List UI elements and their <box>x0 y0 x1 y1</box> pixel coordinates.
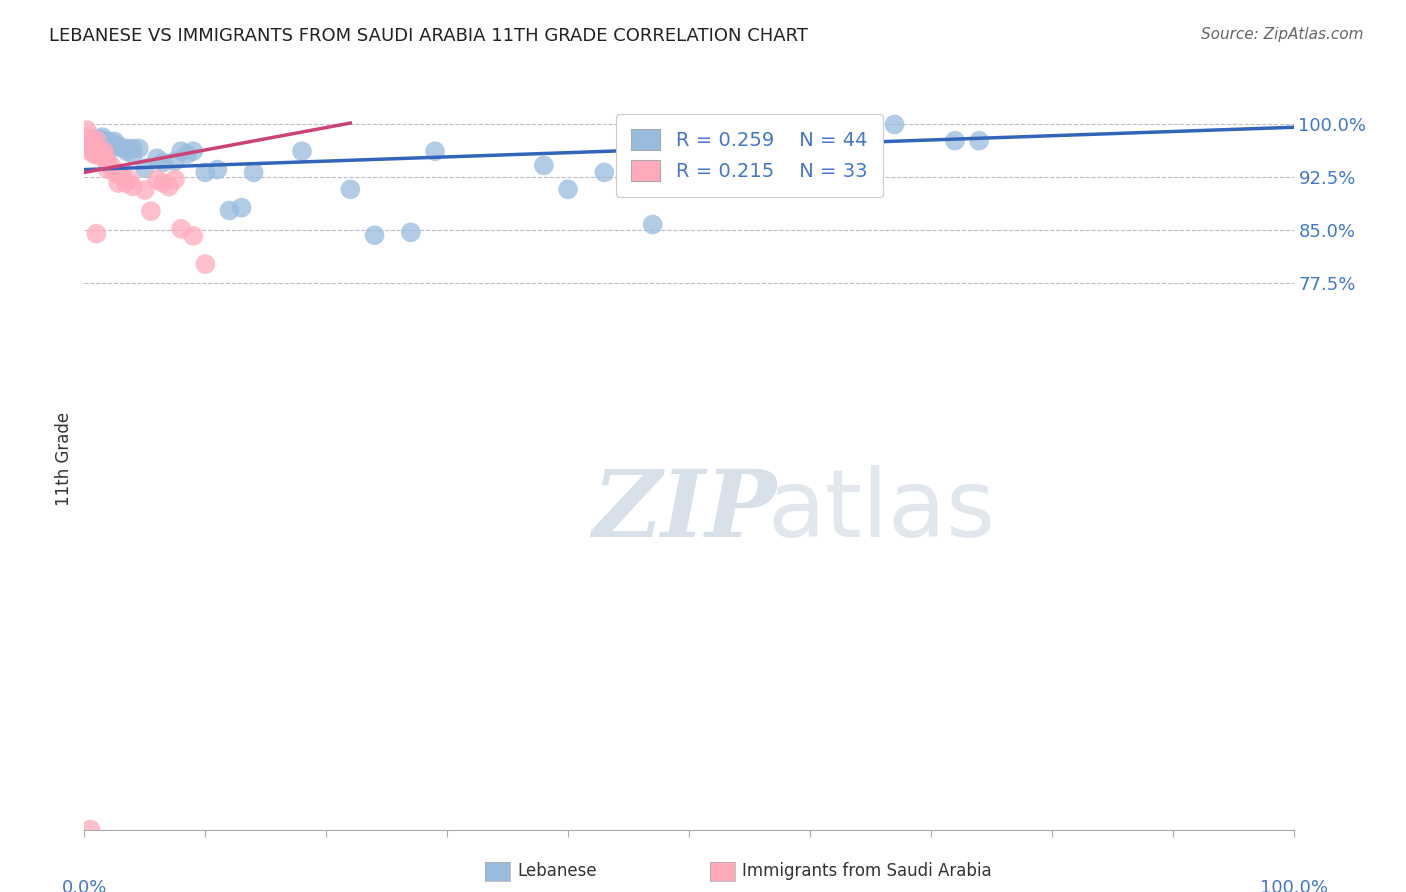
Point <box>738 134 761 148</box>
Point <box>231 201 253 215</box>
Legend: R = 0.259    N = 44, R = 0.215    N = 33: R = 0.259 N = 44, R = 0.215 N = 33 <box>616 113 883 197</box>
Point <box>83 147 105 161</box>
Point <box>83 137 105 152</box>
Text: ZIP: ZIP <box>592 467 776 557</box>
Point <box>883 118 905 132</box>
Point <box>104 165 127 179</box>
Text: Immigrants from Saudi Arabia: Immigrants from Saudi Arabia <box>742 863 993 880</box>
Point <box>423 145 446 159</box>
Point <box>557 182 579 196</box>
Text: Lebanese: Lebanese <box>517 863 598 880</box>
Point <box>218 203 240 218</box>
Point <box>146 151 169 165</box>
Point <box>93 147 115 161</box>
Point <box>115 141 138 155</box>
Point <box>641 218 664 232</box>
Point <box>79 134 101 148</box>
Point <box>107 176 129 190</box>
Point <box>89 145 111 160</box>
Point <box>859 151 882 165</box>
Point <box>104 140 127 154</box>
Text: 100.0%: 100.0% <box>1260 879 1327 892</box>
Point <box>97 137 120 152</box>
Point <box>91 130 114 145</box>
Point <box>152 176 174 190</box>
Text: atlas: atlas <box>768 466 995 558</box>
Point <box>165 154 187 169</box>
Point <box>89 149 111 163</box>
Text: Source: ZipAtlas.com: Source: ZipAtlas.com <box>1201 27 1364 42</box>
Point <box>79 138 101 153</box>
Text: 0.0%: 0.0% <box>62 879 107 892</box>
Point <box>121 141 143 155</box>
Point <box>96 154 118 169</box>
Y-axis label: 11th Grade: 11th Grade <box>55 412 73 507</box>
Point <box>86 147 108 161</box>
Point <box>121 147 143 161</box>
Point <box>967 134 990 148</box>
Point <box>115 145 138 159</box>
Point <box>111 169 134 183</box>
Point <box>399 225 422 239</box>
Point <box>91 133 114 147</box>
Point <box>128 141 150 155</box>
Point <box>170 222 193 236</box>
Point <box>104 137 127 152</box>
Point <box>139 204 162 219</box>
Point <box>104 134 127 148</box>
Point <box>176 147 198 161</box>
Point <box>91 135 114 149</box>
Point <box>170 145 193 159</box>
Point <box>96 161 118 176</box>
Point <box>207 162 229 177</box>
Point <box>76 123 98 137</box>
Point <box>146 172 169 186</box>
Point <box>79 145 101 159</box>
Point <box>181 145 204 159</box>
Point <box>86 133 108 147</box>
Point <box>291 145 314 159</box>
Point <box>118 172 141 186</box>
Point <box>83 145 105 159</box>
Point <box>181 228 204 243</box>
Point <box>134 183 156 197</box>
Point <box>86 135 108 149</box>
Point <box>134 161 156 176</box>
Point <box>165 172 187 186</box>
Point <box>100 158 122 172</box>
Point <box>943 134 966 148</box>
Text: LEBANESE VS IMMIGRANTS FROM SAUDI ARABIA 11TH GRADE CORRELATION CHART: LEBANESE VS IMMIGRANTS FROM SAUDI ARABIA… <box>49 27 808 45</box>
Point <box>152 155 174 169</box>
Point <box>86 131 108 145</box>
Point <box>593 165 616 179</box>
Point <box>110 140 132 154</box>
Point <box>114 176 136 190</box>
Point <box>533 158 555 172</box>
Point <box>363 228 385 243</box>
Point <box>86 227 108 241</box>
Point <box>339 182 361 196</box>
Point <box>242 165 264 179</box>
Point <box>157 179 180 194</box>
Point <box>121 179 143 194</box>
Point <box>97 134 120 148</box>
Point <box>79 822 101 837</box>
Point <box>702 134 724 148</box>
Point <box>194 257 217 271</box>
Point <box>93 145 115 159</box>
Point <box>76 130 98 145</box>
Point <box>194 165 217 179</box>
